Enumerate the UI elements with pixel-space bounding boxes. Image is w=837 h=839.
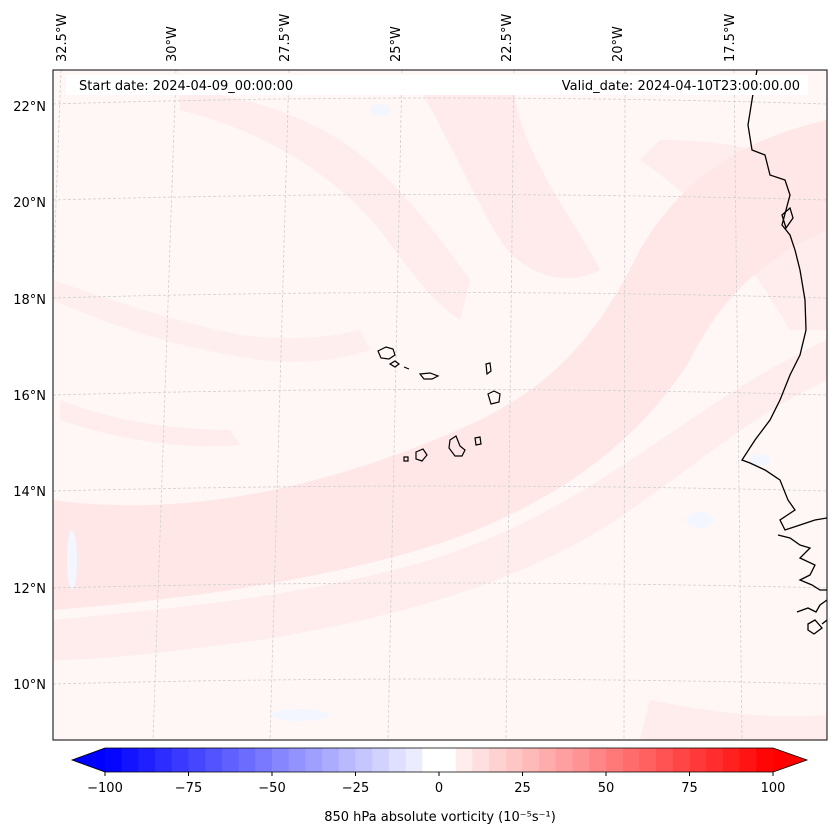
lat-label: 18°N bbox=[13, 293, 46, 308]
colorbar-segment bbox=[739, 748, 757, 772]
colorbar-label: 850 hPa absolute vorticity (10⁻⁵s⁻¹) bbox=[324, 810, 556, 825]
longitude-labels: 32.5°W 30°W 27.5°W 25°W 22.5°W 20°W 17.5… bbox=[55, 14, 738, 62]
lat-label: 12°N bbox=[13, 582, 46, 597]
colorbar-segment bbox=[272, 748, 290, 772]
colorbar-tick-label: −25 bbox=[342, 781, 369, 796]
lon-label: 22.5°W bbox=[500, 14, 515, 62]
latitude-labels: 22°N 20°N 18°N 16°N 14°N 12°N 10°N bbox=[13, 100, 46, 693]
colorbar-segment bbox=[188, 748, 206, 772]
lon-label: 25°W bbox=[389, 26, 404, 62]
colorbar-segment bbox=[155, 748, 173, 772]
colorbar-segment bbox=[138, 748, 156, 772]
colorbar-segment bbox=[522, 748, 540, 772]
colorbar-segments bbox=[105, 748, 774, 772]
cape-verde-islands bbox=[377, 346, 501, 462]
colorbar-segment bbox=[372, 748, 390, 772]
lat-label: 10°N bbox=[13, 678, 46, 693]
valid-date-label: Valid_date: 2024-04-10T23:00:00.00 bbox=[562, 79, 800, 94]
island-sao-nicolau bbox=[418, 372, 440, 380]
colorbar-segment bbox=[338, 748, 356, 772]
lat-label: 16°N bbox=[13, 389, 46, 404]
lon-label: 30°W bbox=[165, 26, 180, 62]
map-frame bbox=[52, 69, 828, 741]
lat-label: 20°N bbox=[13, 196, 46, 211]
island-sal bbox=[485, 362, 492, 376]
colorbar-segment bbox=[171, 748, 189, 772]
colorbar-tick-label: 50 bbox=[598, 781, 615, 796]
lon-label: 17.5°W bbox=[723, 14, 738, 62]
colorbar-segment bbox=[238, 748, 256, 772]
colorbar-segment bbox=[121, 748, 139, 772]
colorbar-segment bbox=[672, 748, 690, 772]
colorbar-segment bbox=[472, 748, 490, 772]
colorbar-segment bbox=[388, 748, 406, 772]
colorbar-segment bbox=[322, 748, 340, 772]
island-santo-antao bbox=[377, 346, 396, 360]
island-maio bbox=[474, 436, 482, 446]
colorbar-segment bbox=[722, 748, 740, 772]
colorbar-max-extend bbox=[773, 748, 807, 772]
colorbar-segment bbox=[405, 748, 423, 772]
colorbar-tick-label: −100 bbox=[87, 781, 123, 796]
colorbar-segment bbox=[555, 748, 573, 772]
colorbar-segment bbox=[205, 748, 223, 772]
colorbar-segment bbox=[455, 748, 473, 772]
lon-label: 32.5°W bbox=[55, 14, 70, 62]
colorbar-segment bbox=[656, 748, 674, 772]
island-brava bbox=[403, 456, 409, 462]
lat-label: 14°N bbox=[13, 485, 46, 500]
colorbar-ticks: −100 −75 −50 −25 0 25 50 75 100 bbox=[87, 772, 785, 796]
colorbar-segment bbox=[622, 748, 640, 772]
colorbar-segment bbox=[505, 748, 523, 772]
graticule bbox=[53, 70, 827, 740]
colorbar-segment bbox=[422, 748, 440, 772]
colorbar-tick-label: 25 bbox=[514, 781, 531, 796]
colorbar-label-text: 850 hPa absolute vorticity bbox=[324, 810, 494, 825]
vorticity-field bbox=[53, 80, 827, 740]
start-date-label: Start date: 2024-04-09_00:00:00 bbox=[79, 79, 293, 94]
colorbar-tick-label: 75 bbox=[681, 781, 698, 796]
colorbar-segment bbox=[539, 748, 557, 772]
lon-label: 20°W bbox=[611, 26, 626, 62]
lon-label: 27.5°W bbox=[278, 14, 293, 62]
colorbar-tick-label: −75 bbox=[175, 781, 202, 796]
colorbar-segment bbox=[221, 748, 239, 772]
colorbar-segment bbox=[589, 748, 607, 772]
colorbar-segment bbox=[489, 748, 507, 772]
colorbar-segment bbox=[255, 748, 273, 772]
colorbar-tick-label: 0 bbox=[435, 781, 443, 796]
colorbar-units: (10⁻⁵s⁻¹) bbox=[498, 810, 556, 825]
colorbar-segment bbox=[639, 748, 657, 772]
colorbar: −100 −75 −50 −25 0 25 50 75 100 850 hPa absolute… bbox=[70, 747, 809, 825]
island-sao-vicente bbox=[388, 360, 400, 368]
colorbar-segment bbox=[689, 748, 707, 772]
colorbar-tick-label: 100 bbox=[761, 781, 786, 796]
colorbar-segment bbox=[105, 748, 123, 772]
colorbar-segment bbox=[572, 748, 590, 772]
colorbar-segment bbox=[706, 748, 724, 772]
island-fogo bbox=[415, 448, 428, 462]
colorbar-min-extend bbox=[72, 748, 105, 772]
africa-coastline bbox=[741, 70, 827, 635]
vorticity-negative-patches bbox=[67, 104, 770, 721]
island-santiago bbox=[448, 435, 466, 457]
island-santa-luzia bbox=[403, 366, 410, 370]
map-area bbox=[53, 70, 827, 740]
colorbar-segment bbox=[355, 748, 373, 772]
lat-label: 22°N bbox=[13, 100, 46, 115]
island-boa-vista bbox=[487, 390, 501, 405]
colorbar-segment bbox=[288, 748, 306, 772]
colorbar-segment bbox=[756, 748, 774, 772]
header-strip bbox=[66, 75, 808, 95]
colorbar-segment bbox=[305, 748, 323, 772]
colorbar-segment bbox=[606, 748, 624, 772]
colorbar-segment bbox=[439, 748, 457, 772]
colorbar-tick-label: −50 bbox=[258, 781, 285, 796]
